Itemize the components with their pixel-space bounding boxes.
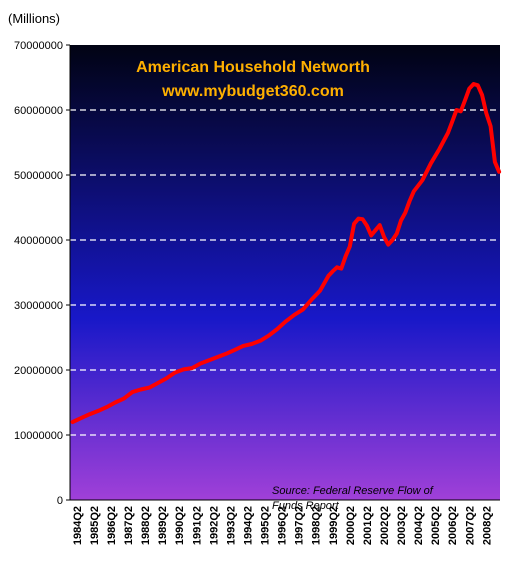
y-tick-label: 10000000	[14, 430, 63, 442]
y-tick-label: 60000000	[14, 105, 63, 117]
x-tick-label: 1995Q2	[260, 506, 272, 545]
x-tick-label: 2000Q2	[345, 506, 357, 545]
x-tick-label: 1997Q2	[294, 506, 306, 545]
x-tick-label: 2003Q2	[396, 506, 408, 545]
gridlines	[70, 109, 500, 436]
chart-title: American Household Networth	[136, 59, 370, 76]
x-tick-label: 2006Q2	[447, 506, 459, 545]
x-tick-label: 1998Q2	[311, 506, 323, 545]
x-tick-label: 1987Q2	[123, 506, 135, 545]
y-unit-label: (Millions)	[8, 11, 60, 26]
source-note: Source: Federal Reserve Flow of	[272, 485, 434, 497]
x-tick-labels: 1984Q2 1985Q2 1986Q2 1987Q2 1988Q2 1989Q2 1990…	[72, 506, 494, 545]
y-tick-label: 0	[57, 495, 63, 507]
y-tick-labels: 0 10000000 20000000 30000000 40000000 5000000…	[14, 40, 63, 507]
y-tick-label: 40000000	[14, 235, 63, 247]
x-tick-label: 1985Q2	[89, 506, 101, 545]
x-tick-label: 1990Q2	[174, 506, 186, 545]
x-tick-label: 2001Q2	[362, 506, 374, 545]
x-tick-label: 1999Q2	[328, 506, 340, 545]
plot-area	[70, 45, 500, 500]
y-tick-label: 30000000	[14, 300, 63, 312]
y-tick-label: 70000000	[14, 40, 63, 52]
x-tick-label: 1986Q2	[106, 506, 118, 545]
x-tick-label: 1993Q2	[225, 506, 237, 545]
x-tick-label: 2002Q2	[379, 506, 391, 545]
x-tick-label: 1992Q2	[208, 506, 220, 545]
x-tick-label: 1991Q2	[191, 506, 203, 545]
x-tick-label: 2005Q2	[430, 506, 442, 545]
networth-series-line	[70, 82, 502, 424]
x-tick-label: 2004Q2	[413, 506, 425, 545]
chart-subtitle: www.mybudget360.com	[161, 83, 344, 100]
y-tick-label: 20000000	[14, 365, 63, 377]
source-note-continued: Funds Report	[272, 500, 340, 512]
x-tick-label: 1989Q2	[157, 506, 169, 545]
x-tick-label: 1988Q2	[140, 506, 152, 545]
x-tick-label: 1984Q2	[72, 506, 84, 545]
x-tick-label: 2008Q2	[481, 506, 493, 545]
axes	[66, 44, 500, 501]
x-tick-label: 1994Q2	[242, 506, 254, 545]
x-tick-label: 2007Q2	[464, 506, 476, 545]
x-tick-label: 1996Q2	[277, 506, 289, 545]
y-tick-label: 50000000	[14, 170, 63, 182]
